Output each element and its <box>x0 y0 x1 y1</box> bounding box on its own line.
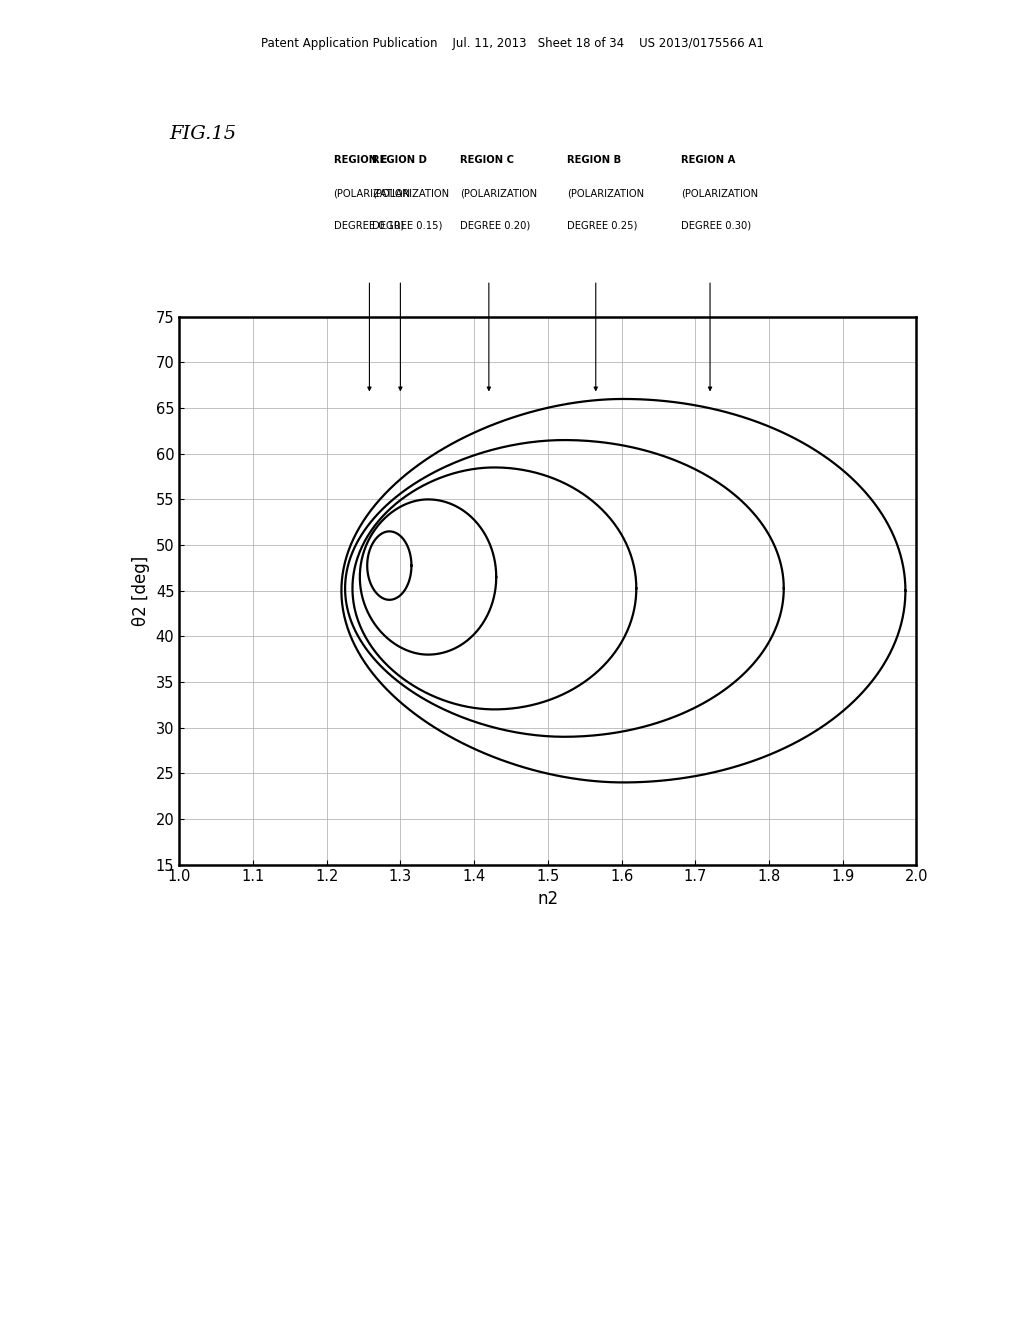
Text: Patent Application Publication    Jul. 11, 2013   Sheet 18 of 34    US 2013/0175: Patent Application Publication Jul. 11, … <box>260 37 764 50</box>
Text: REGION B: REGION B <box>567 154 622 165</box>
Text: DEGREE 0.25): DEGREE 0.25) <box>567 220 638 231</box>
Text: REGION C: REGION C <box>460 154 514 165</box>
Y-axis label: θ2 [deg]: θ2 [deg] <box>132 556 151 626</box>
Text: REGION D: REGION D <box>372 154 427 165</box>
Text: REGION A: REGION A <box>681 154 736 165</box>
Text: DEGREE 0.20): DEGREE 0.20) <box>460 220 530 231</box>
Text: (POLARIZATION: (POLARIZATION <box>681 187 759 198</box>
Text: FIG.15: FIG.15 <box>169 125 237 144</box>
Text: (POLARIZATION: (POLARIZATION <box>460 187 538 198</box>
X-axis label: n2: n2 <box>538 890 558 908</box>
Text: DEGREE 0.30): DEGREE 0.30) <box>681 220 752 231</box>
Text: DEGREE 0.15): DEGREE 0.15) <box>372 220 442 231</box>
Text: DEGREE 0.10): DEGREE 0.10) <box>334 220 403 231</box>
Text: (POLARIZATION: (POLARIZATION <box>567 187 644 198</box>
Text: (POLARIZATION: (POLARIZATION <box>334 187 411 198</box>
Text: (POLARIZATION: (POLARIZATION <box>372 187 449 198</box>
Text: REGION E: REGION E <box>334 154 387 165</box>
